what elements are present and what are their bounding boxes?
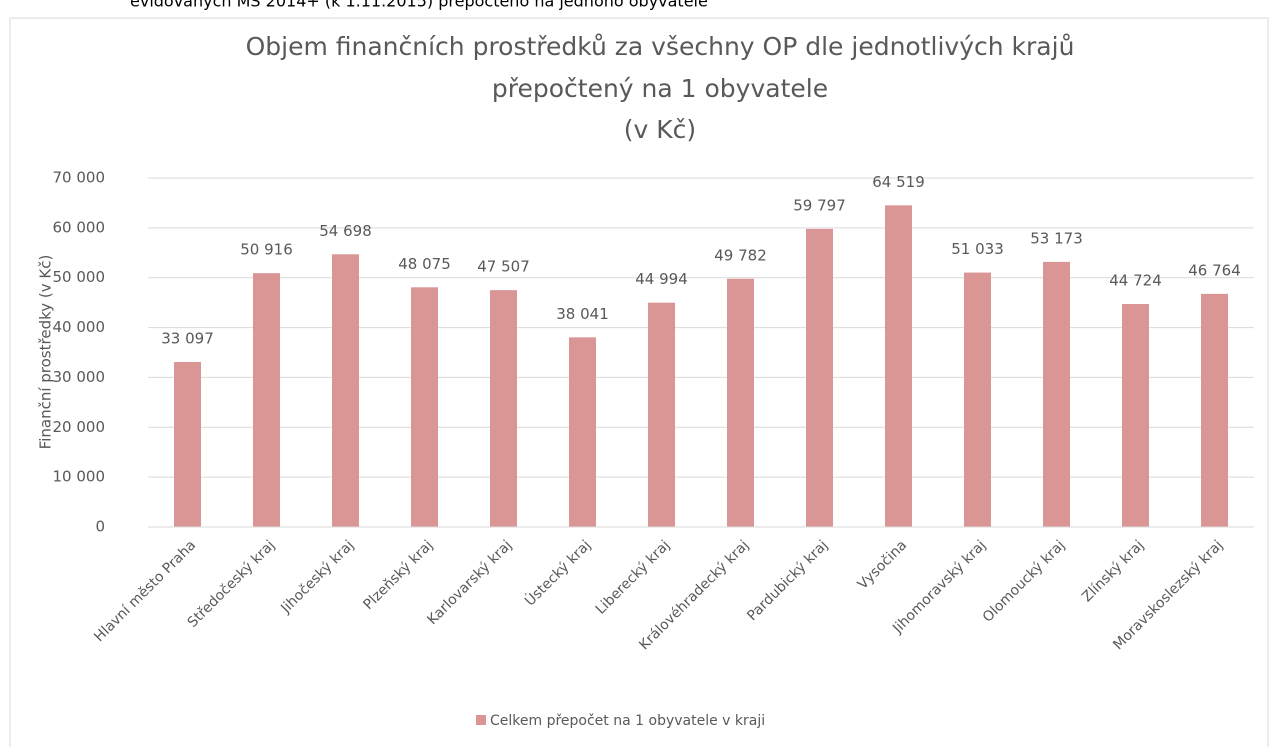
document-text: evidovaných MS 2014+ (k 1.11.2015) přepo… — [130, 0, 708, 11]
data-label: 48 075 — [398, 255, 451, 273]
data-label: 50 916 — [240, 241, 293, 259]
bar — [964, 272, 991, 527]
y-tick-label: 0 — [95, 518, 105, 536]
bar — [806, 228, 833, 527]
bar — [885, 205, 912, 527]
bar — [490, 290, 517, 527]
bar — [727, 278, 754, 527]
legend-label: Celkem přepočet na 1 obyvatele v kraji — [490, 713, 765, 729]
legend-swatch — [476, 715, 486, 725]
y-tick-label: 30 000 — [53, 368, 106, 386]
data-label: 44 994 — [635, 270, 688, 288]
data-label: 44 724 — [1109, 272, 1162, 290]
y-tick-label: 70 000 — [53, 169, 106, 187]
data-label: 38 041 — [556, 305, 609, 323]
data-label: 53 173 — [1030, 229, 1083, 247]
bar — [332, 254, 359, 528]
bar — [1122, 304, 1149, 527]
bar — [174, 361, 201, 527]
chart-title: přepočtený na 1 obyvatele — [492, 74, 828, 103]
y-axis-label: Finanční prostředky (v Kč) — [37, 255, 55, 450]
y-tick-label: 20 000 — [53, 418, 106, 436]
y-tick-label: 50 000 — [53, 268, 106, 286]
data-label: 64 519 — [872, 173, 925, 191]
bar — [411, 287, 438, 527]
bar — [1043, 261, 1070, 527]
data-label: 51 033 — [951, 240, 1004, 258]
bar — [253, 273, 280, 527]
data-label: 33 097 — [161, 329, 214, 347]
y-tick-label: 10 000 — [53, 468, 106, 486]
data-label: 49 782 — [714, 246, 767, 264]
data-label: 54 698 — [319, 222, 372, 240]
data-label: 46 764 — [1188, 261, 1241, 279]
y-tick-label: 40 000 — [53, 318, 106, 336]
bar — [1201, 293, 1228, 527]
bar — [648, 302, 675, 527]
y-tick-label: 60 000 — [53, 218, 106, 236]
data-label: 47 507 — [477, 258, 530, 276]
chart-title: (v Kč) — [624, 115, 696, 144]
chart-title: Objem finančních prostředků za všechny O… — [246, 32, 1075, 61]
bar — [569, 337, 596, 527]
data-label: 59 797 — [793, 196, 846, 214]
